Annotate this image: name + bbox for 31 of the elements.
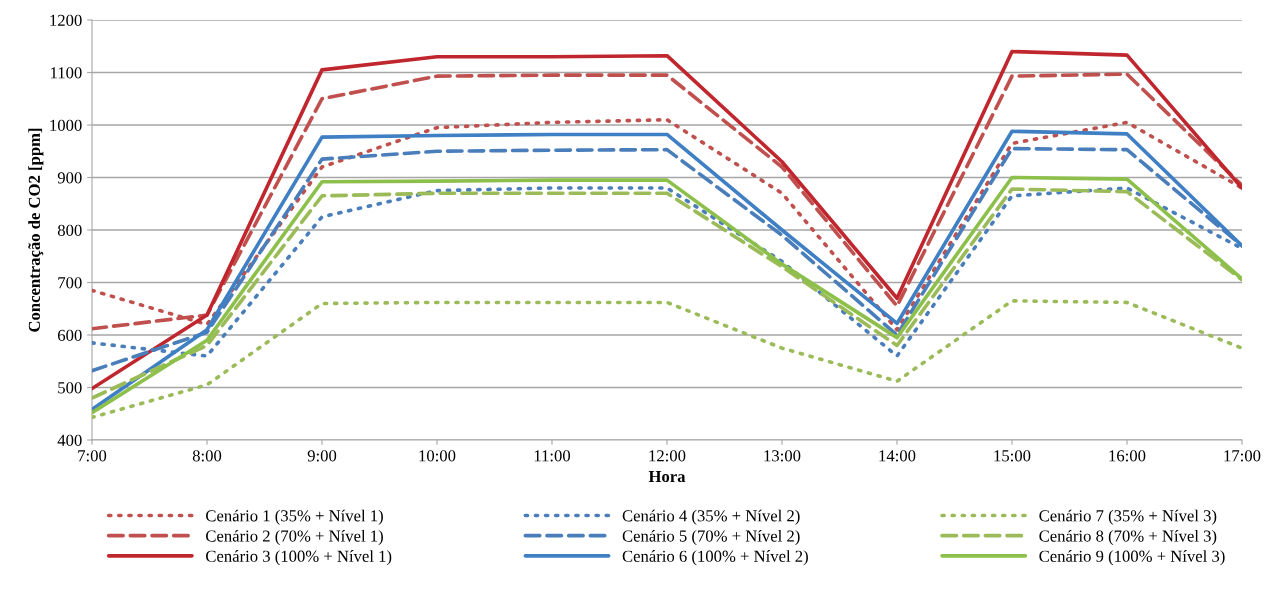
legend-label: Cenário 7 (35% + Nível 3) bbox=[1039, 509, 1217, 525]
x-tick-label: 14:00 bbox=[879, 450, 916, 462]
x-tick-label: 16:00 bbox=[1109, 450, 1146, 462]
x-tick-label: 11:00 bbox=[534, 450, 571, 462]
y-tick-label: 800 bbox=[57, 224, 82, 236]
legend-label: Cenário 9 (100% + Nível 3) bbox=[1039, 550, 1225, 566]
x-tick-label: 9:00 bbox=[307, 450, 337, 462]
legend-label: Cenário 5 (70% + Nível 2) bbox=[622, 529, 800, 546]
y-tick-label: 1000 bbox=[50, 119, 82, 131]
y-tick-label: 400 bbox=[57, 434, 82, 446]
x-tick-label: 15:00 bbox=[994, 450, 1031, 462]
x-axis-title: Hora bbox=[648, 471, 686, 483]
y-tick-label: 900 bbox=[57, 172, 82, 184]
y-tick-label: 600 bbox=[57, 329, 82, 341]
x-tick-label: 10:00 bbox=[419, 450, 456, 462]
y-axis-title: Concentração de CO2 [ppm] bbox=[28, 128, 44, 332]
y-tick-label: 700 bbox=[58, 277, 82, 289]
legend-label: Cenário 2 (70% + Nível 1) bbox=[206, 529, 383, 546]
x-tick-label: 8:00 bbox=[192, 450, 222, 462]
legend-label: Cenário 4 (35% + Nível 2) bbox=[622, 509, 800, 525]
legend-label: Cenário 6 (100% + Nível 2) bbox=[622, 550, 808, 566]
legend-label: Cenário 8 (70% + Nível 3) bbox=[1039, 529, 1217, 546]
x-tick-label: 17:00 bbox=[1224, 450, 1261, 462]
y-tick-label: 500 bbox=[58, 382, 82, 394]
x-tick-label: 13:00 bbox=[764, 450, 801, 462]
x-tick-label: 12:00 bbox=[649, 450, 686, 462]
legend-label: Cenário 3 (100% + Nível 1) bbox=[206, 550, 392, 566]
y-tick-label: 1200 bbox=[50, 14, 82, 26]
x-tick-label: 7:00 bbox=[78, 450, 107, 462]
y-tick-label: 1100 bbox=[51, 67, 82, 79]
legend-label: Cenário 1 (35% + Nível 1) bbox=[206, 509, 383, 525]
